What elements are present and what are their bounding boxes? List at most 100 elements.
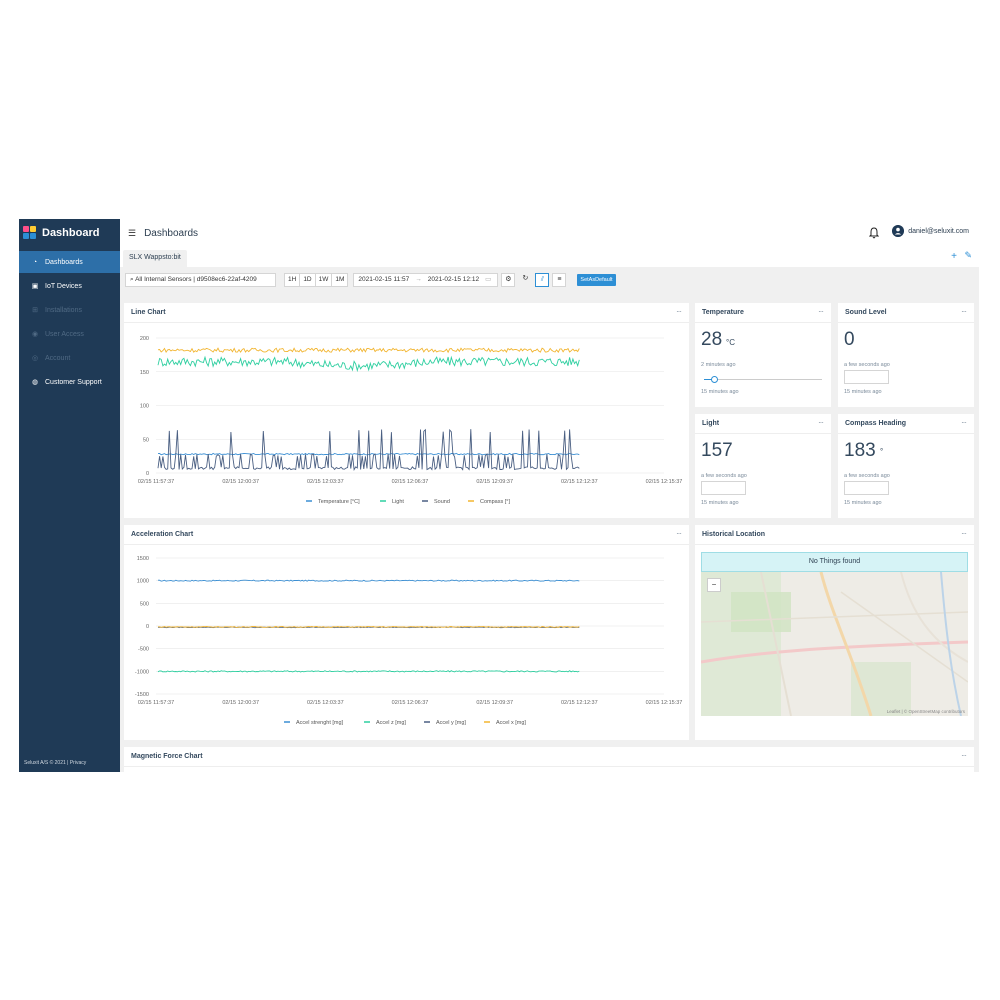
sidebar-item-user-access[interactable]: ◉ User Access xyxy=(19,323,120,345)
legend-label[interactable]: Sound xyxy=(434,499,450,505)
series-line-1 xyxy=(157,355,580,373)
sidebar-nav: ◔ Dashboards ▣ IoT Devices ⊞ Installations ◉ Us… xyxy=(19,251,120,393)
set-as-default-button[interactable]: SetAsDefault xyxy=(577,274,616,286)
date-range-picker[interactable]: 2021-02-15 11:57 → 2021-02-15 12:12 ▭ xyxy=(353,273,499,287)
y-tick-label: 0 xyxy=(146,471,149,477)
updated-time: 2 minutes ago xyxy=(701,362,736,368)
y-tick-label: 1000 xyxy=(137,579,149,585)
card-title: Compass Heading xyxy=(845,420,907,427)
more-icon[interactable]: ··· xyxy=(961,418,967,427)
tab-slx-wappsto[interactable]: SLX Wappsto:bit xyxy=(123,250,187,267)
temperature-unit: °C xyxy=(726,338,735,347)
series-line-3 xyxy=(157,347,580,354)
range-buttons: 1H 1D 1W 1M xyxy=(284,273,349,287)
light-input[interactable] xyxy=(701,481,746,495)
more-icon[interactable]: ··· xyxy=(818,307,824,316)
legend-label[interactable]: Accel z [mg] xyxy=(376,720,406,726)
sidebar: Dashboard ◔ Dashboards ▣ IoT Devices ⊞ Instal… xyxy=(19,219,120,772)
series-line-1 xyxy=(157,670,580,673)
temperature-card: Temperature ··· 28 °C 2 minutes ago 15 m… xyxy=(695,303,831,407)
search-icon: ⌕ xyxy=(130,276,134,283)
time-slider-handle[interactable] xyxy=(711,376,718,383)
y-tick-label: -1000 xyxy=(135,669,149,675)
range-label: 15 minutes ago xyxy=(844,389,882,395)
divider xyxy=(695,544,974,545)
grid-icon: ⊞ xyxy=(32,307,38,314)
divider xyxy=(838,433,974,434)
divider xyxy=(124,322,689,323)
bell-icon[interactable] xyxy=(869,227,879,239)
x-tick-label: 02/15 12:09:37 xyxy=(476,700,513,706)
user-email[interactable]: daniel@seluxit.com xyxy=(908,228,969,235)
legend-label[interactable]: Accel y [mg] xyxy=(436,720,466,726)
x-tick-label: 02/15 11:57:37 xyxy=(138,700,174,706)
no-things-notice: No Things found xyxy=(701,552,968,572)
legend-label[interactable]: Accel strenght [mg] xyxy=(296,720,344,726)
series-line-3 xyxy=(158,626,580,628)
compass-input[interactable] xyxy=(844,481,889,495)
acceleration-line-chart: 1500 1000 500 0 -500 -1000 -1500 02/15 11:57:37… xyxy=(135,556,683,726)
more-icon[interactable]: ··· xyxy=(818,418,824,427)
legend-label[interactable]: Compass [°] xyxy=(480,499,510,505)
y-tick-label: 500 xyxy=(140,601,149,607)
sidebar-item-label: IoT Devices xyxy=(45,282,82,290)
compass-card: Compass Heading ··· 183 ° a few seconds … xyxy=(838,414,974,518)
sensor-select[interactable]: ⌕ All Internal Sensors | d9508ec6-22af-4… xyxy=(125,273,276,287)
legend-label[interactable]: Accel x [mg] xyxy=(496,720,526,726)
more-icon[interactable]: ··· xyxy=(961,751,967,760)
zoom-out-button[interactable]: − xyxy=(707,578,721,592)
sidebar-footer[interactable]: Seluxit A/S © 2021 | Privacy xyxy=(24,760,87,766)
range-1h-button[interactable]: 1H xyxy=(284,273,300,287)
line-chart-card: Line Chart ··· 0 50 100 150 200 02/15 11:57:3… xyxy=(124,303,689,518)
y-tick-label: -1500 xyxy=(135,692,149,698)
sound-value: 0 xyxy=(844,329,855,350)
sound-input[interactable] xyxy=(844,370,889,384)
time-slider-track xyxy=(704,379,822,380)
top-header: ☰ Dashboards daniel@seluxit.com xyxy=(120,219,979,247)
date-to[interactable]: 2021-02-15 12:12 xyxy=(427,276,480,283)
x-tick-label: 02/15 12:15:37 xyxy=(646,479,683,485)
sidebar-item-iot-devices[interactable]: ▣ IoT Devices xyxy=(19,275,120,297)
device-icon: ▣ xyxy=(31,283,39,290)
avatar[interactable] xyxy=(892,225,904,237)
menu-collapse-icon[interactable]: ☰ xyxy=(128,227,137,238)
range-1d-button[interactable]: 1D xyxy=(299,273,315,287)
range-label: 15 minutes ago xyxy=(701,500,739,506)
brand-logo-icon xyxy=(23,226,37,240)
more-icon[interactable]: ··· xyxy=(676,529,682,538)
tab-bar: SLX Wappsto:bit + ✎ xyxy=(120,247,979,267)
x-tick-label: 02/15 12:09:37 xyxy=(476,479,513,485)
add-tab-icon[interactable]: + xyxy=(951,251,957,262)
settings-icon[interactable]: ⚙ xyxy=(501,273,516,287)
x-tick-label: 02/15 12:12:37 xyxy=(561,479,598,485)
legend-label[interactable]: Light xyxy=(392,499,404,505)
time-slider-fill xyxy=(704,379,714,380)
series-line-2 xyxy=(157,428,580,471)
sidebar-item-dashboards[interactable]: ◔ Dashboards xyxy=(19,251,120,273)
sidebar-item-installations[interactable]: ⊞ Installations xyxy=(19,299,120,321)
compass-value: 183 xyxy=(844,440,876,461)
range-1w-button[interactable]: 1W xyxy=(314,273,332,287)
y-tick-label: 100 xyxy=(140,404,149,410)
edit-icon[interactable]: ✎ xyxy=(964,250,972,260)
x-tick-label: 02/15 11:57:37 xyxy=(138,479,174,485)
map-attribution[interactable]: Leaflet | © OpenStreetMap contributors xyxy=(886,709,965,714)
map[interactable]: No Things found − Leaflet | © OpenStreet… xyxy=(701,552,968,716)
refresh-icon[interactable]: ↻ xyxy=(522,275,529,282)
sidebar-item-customer-support[interactable]: ◍ Customer Support xyxy=(19,371,120,393)
divider xyxy=(838,322,974,323)
magnetic-force-chart-card: Magnetic Force Chart ··· xyxy=(124,747,974,772)
more-icon[interactable]: ··· xyxy=(961,307,967,316)
more-icon[interactable]: ··· xyxy=(961,529,967,538)
range-1m-button[interactable]: 1M xyxy=(331,273,349,287)
x-tick-label: 02/15 12:15:37 xyxy=(646,700,683,706)
brand[interactable]: Dashboard xyxy=(19,219,120,247)
list-view-icon[interactable]: ≡ xyxy=(552,273,567,287)
legend-label[interactable]: Temperature [°C] xyxy=(318,499,360,505)
date-from[interactable]: 2021-02-15 11:57 xyxy=(358,276,410,283)
more-icon[interactable]: ··· xyxy=(676,307,682,316)
sidebar-item-account[interactable]: ◎ Account xyxy=(19,347,120,369)
updated-time: a few seconds ago xyxy=(844,473,890,479)
sidebar-item-label: User Access xyxy=(45,330,84,338)
chart-view-icon[interactable]: ⫽ xyxy=(535,273,550,287)
